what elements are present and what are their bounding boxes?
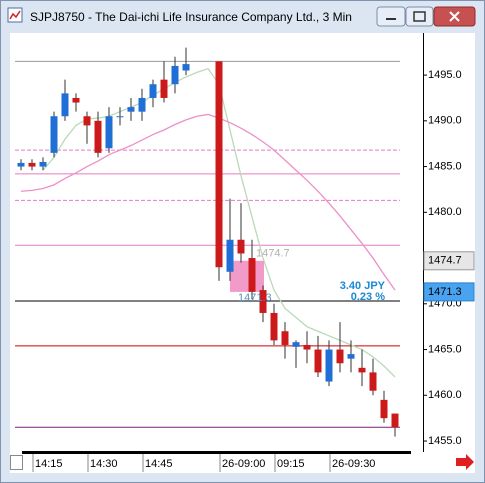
- candle-body: [391, 413, 399, 428]
- candle-body: [182, 64, 190, 71]
- candle-body: [160, 79, 168, 98]
- y-tick-label: 1495.0: [428, 69, 462, 81]
- candle-body: [347, 354, 355, 359]
- scroll-right-arrow[interactable]: [456, 454, 474, 470]
- candle-body: [325, 349, 333, 382]
- candle-body: [149, 84, 157, 98]
- x-tick-label: 26-09:30: [332, 458, 375, 470]
- candle-body: [127, 107, 135, 112]
- candle-body: [292, 342, 300, 347]
- candle-body: [237, 239, 245, 254]
- candle-body: [171, 65, 179, 85]
- window-title: SJPJ8750 - The Dai-ichi Life Insurance C…: [30, 10, 352, 24]
- measure-from-label: 1474.7: [256, 248, 290, 260]
- measure-percent: 0.23 %: [351, 291, 385, 303]
- candle-body: [94, 120, 102, 153]
- candle-body: [83, 116, 91, 126]
- x-tick-label: 14:15: [35, 458, 63, 470]
- measure-change: 3.40 JPY: [340, 280, 386, 292]
- candle-body: [116, 116, 124, 118]
- minimize-button[interactable]: [376, 6, 406, 27]
- price-box-label: 1471.3: [428, 286, 462, 298]
- candle-body: [138, 97, 146, 112]
- candle-body: [215, 61, 223, 268]
- candle-body: [105, 116, 113, 149]
- candle-body: [61, 93, 69, 117]
- candle-body: [314, 349, 322, 373]
- candle-body: [17, 162, 25, 167]
- candle-body: [281, 331, 289, 345]
- maximize-icon: [413, 11, 426, 22]
- scroll-box[interactable]: [10, 455, 23, 470]
- y-tick-label: 1480.0: [428, 206, 462, 218]
- candle-body: [248, 258, 256, 292]
- candle-body: [226, 239, 234, 272]
- measure-box: [230, 260, 264, 292]
- x-tick-label: 14:45: [145, 458, 173, 470]
- candle-body: [358, 367, 366, 373]
- candle-body: [270, 312, 278, 341]
- candle-body: [303, 344, 311, 350]
- x-tick-label: 26-09:00: [222, 458, 265, 470]
- candle-body: [259, 290, 267, 313]
- app-icon-graph: [9, 10, 21, 20]
- y-tick-label: 1465.0: [428, 343, 462, 355]
- price-box-label: 1474.7: [428, 255, 462, 267]
- x-tick-label: 14:30: [90, 458, 118, 470]
- x-tick-label: 09:15: [277, 458, 305, 470]
- candle-body: [39, 161, 47, 167]
- candle-body: [50, 116, 58, 153]
- y-tick-label: 1485.0: [428, 160, 462, 172]
- candle-body: [28, 162, 36, 167]
- candle-body: [72, 97, 80, 103]
- close-icon: [449, 11, 460, 22]
- price-box: [423, 251, 475, 271]
- moving-average: [20, 113, 396, 291]
- candle-body: [369, 372, 377, 391]
- y-tick-label: 1455.0: [428, 435, 462, 447]
- measure-to-label: 1471.3: [238, 292, 272, 304]
- maximize-button[interactable]: [405, 6, 434, 27]
- price-box: [423, 282, 475, 302]
- y-tick-label: 1460.0: [428, 389, 462, 401]
- candle-body: [380, 399, 388, 419]
- y-tick-label: 1490.0: [428, 115, 462, 127]
- candle-body: [336, 349, 344, 364]
